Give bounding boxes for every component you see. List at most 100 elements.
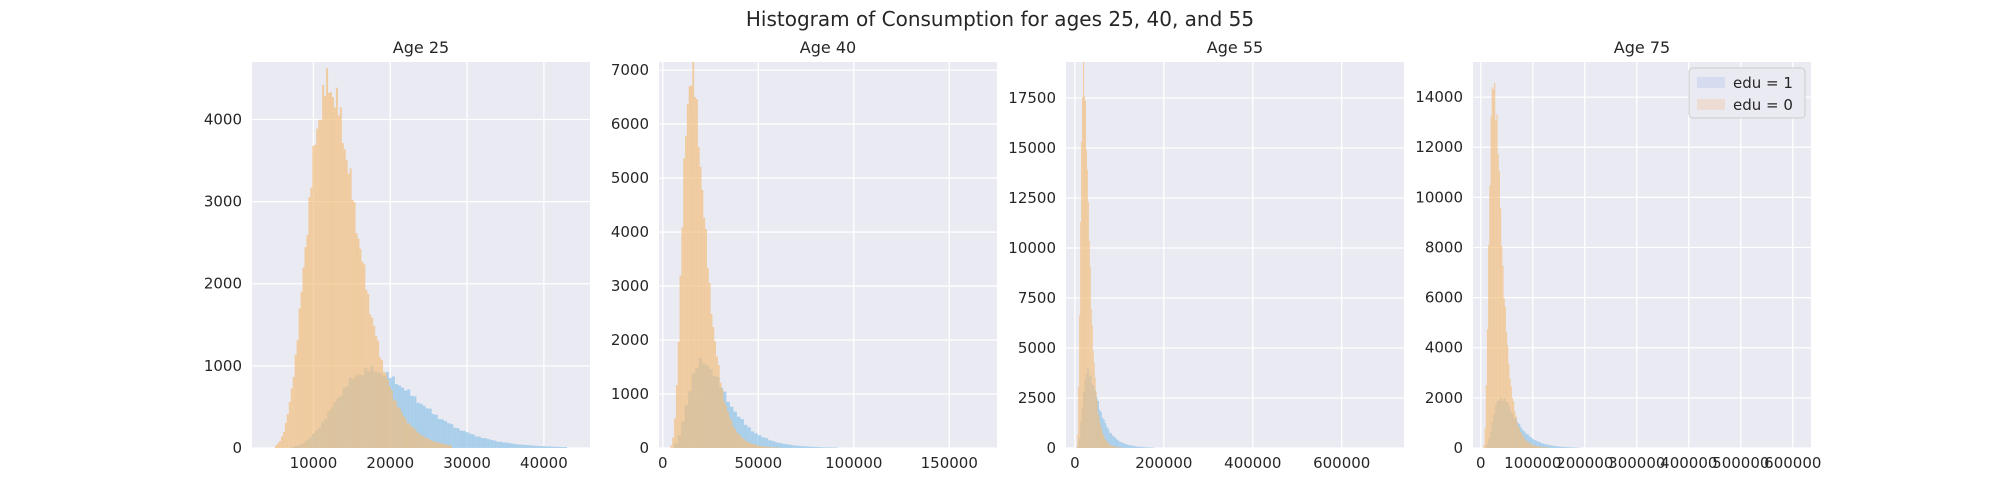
y-tick-label: 3000 <box>204 193 242 211</box>
histogram-bar <box>1546 447 1548 448</box>
y-tick-label: 0 <box>639 439 649 457</box>
histogram-bar <box>703 217 706 448</box>
histogram-bar <box>436 441 438 448</box>
panel-title: Age 55 <box>1207 38 1263 57</box>
histogram-bar <box>803 446 807 448</box>
histogram-bar <box>1077 434 1079 448</box>
histogram-bar <box>1123 443 1126 448</box>
histogram-bar <box>1557 446 1560 448</box>
histogram-bar <box>361 261 364 448</box>
histogram-bar <box>339 107 342 448</box>
histogram-bar <box>1505 332 1508 448</box>
histogram-bar <box>410 426 413 448</box>
histogram-bar <box>754 433 758 448</box>
histogram-bar <box>1115 438 1117 448</box>
histogram-bar <box>551 446 555 448</box>
histogram-bar <box>1528 442 1530 448</box>
histogram-bar <box>1509 378 1511 448</box>
histogram-bar <box>757 435 762 448</box>
histogram-bar <box>331 97 334 448</box>
histogram-bar <box>1145 447 1148 448</box>
histogram-bar <box>536 445 540 448</box>
histogram-bar <box>796 445 800 448</box>
histogram-bar <box>341 143 344 448</box>
histogram-bar <box>1567 447 1570 448</box>
histogram-bar <box>1108 443 1110 448</box>
histogram-bar <box>365 289 368 448</box>
plot-area <box>1473 62 1811 448</box>
histogram-bar <box>1110 433 1113 448</box>
histogram-bar <box>1133 446 1136 448</box>
histogram-bar <box>456 428 460 448</box>
histogram-bar <box>750 431 755 448</box>
histogram-bar <box>1122 443 1124 448</box>
histogram-bar <box>440 419 445 448</box>
histogram-bar <box>355 233 358 448</box>
y-tick-label: 0 <box>1046 439 1056 457</box>
y-tick-label: 17500 <box>1008 89 1056 107</box>
histogram-bar <box>1520 431 1522 448</box>
histogram-bar <box>1572 447 1575 448</box>
histogram-bar <box>1539 446 1541 448</box>
histogram-bar <box>745 441 748 448</box>
y-tick-label: 2000 <box>611 331 649 349</box>
y-tick-label: 2000 <box>204 275 242 293</box>
histogram-bar <box>1483 445 1485 448</box>
histogram-bar <box>705 229 707 448</box>
histogram-bar <box>428 408 432 448</box>
histogram-bar <box>379 357 382 448</box>
histogram-bar <box>304 247 307 448</box>
histogram-bar <box>337 115 340 448</box>
x-tick-label: 0 <box>1070 454 1080 472</box>
histogram-bar <box>1118 447 1120 448</box>
histogram-bar <box>288 401 291 448</box>
histogram-bar <box>284 422 287 448</box>
histogram-bar <box>493 440 497 448</box>
histogram-bar <box>1499 208 1502 448</box>
histogram-bar <box>1106 426 1108 448</box>
y-tick-label: 12000 <box>1415 138 1463 156</box>
histogram-bar <box>353 202 356 448</box>
series-edu0 <box>670 62 780 449</box>
histogram-bar <box>1117 440 1120 448</box>
series-edu0 <box>275 68 452 449</box>
x-tick-label: 200000 <box>1135 454 1192 472</box>
histogram-bar <box>743 424 748 448</box>
histogram-bar <box>1560 446 1563 448</box>
histogram-bar <box>381 360 384 448</box>
histogram-bar <box>1503 298 1505 448</box>
histogram-bar <box>1138 446 1140 448</box>
histogram-bar <box>426 437 429 448</box>
histogram-bar <box>400 411 403 448</box>
y-tick-label: 4000 <box>611 223 649 241</box>
histogram-bar <box>686 104 689 449</box>
histogram-bar <box>511 443 515 448</box>
histogram-bar <box>809 446 814 448</box>
histogram-bar <box>774 447 777 448</box>
x-tick-label: 600000 <box>1313 454 1370 472</box>
x-tick-label: 40000 <box>520 454 568 472</box>
histogram-bar <box>672 437 675 448</box>
histogram-bar <box>685 136 687 448</box>
histogram-bar <box>1116 447 1118 448</box>
x-tick-label: 0 <box>1476 454 1486 472</box>
panel-title: Age 40 <box>800 38 856 57</box>
histogram-bar <box>1550 445 1553 448</box>
histogram-bar <box>747 427 751 448</box>
histogram-bar <box>1113 436 1116 448</box>
histogram-bar <box>502 442 506 448</box>
x-tick-label: 10000 <box>290 454 338 472</box>
histogram-bar <box>1517 426 1519 448</box>
histogram-bar <box>1104 439 1106 448</box>
histogram-bar <box>345 159 348 448</box>
histogram-bar <box>1522 436 1524 448</box>
histogram-bar <box>375 335 378 448</box>
histogram-bar <box>1535 445 1537 448</box>
histogram-bar <box>514 444 518 448</box>
histogram-bar <box>292 376 295 448</box>
histogram-bar <box>712 327 715 448</box>
histogram-bar <box>1534 445 1536 448</box>
histogram-bar <box>424 437 427 448</box>
histogram-bar <box>674 418 676 448</box>
histogram-bar <box>1518 428 1521 448</box>
